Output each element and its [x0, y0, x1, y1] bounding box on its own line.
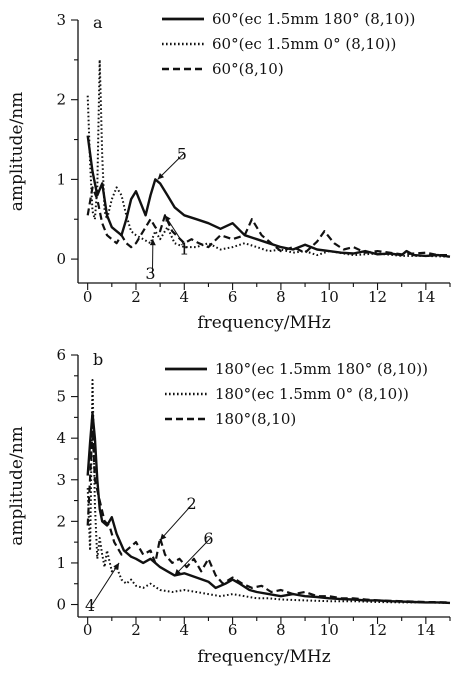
x-tick-label: 4 — [180, 288, 190, 306]
y-tick-label: 0 — [56, 250, 66, 268]
x-tick-label: 2 — [131, 288, 141, 306]
panel-label: b — [93, 350, 103, 369]
x-tick-label: 6 — [228, 288, 238, 306]
annotation-label: 2 — [186, 494, 196, 513]
x-tick-label: 8 — [276, 288, 286, 306]
x-tick-label: 10 — [320, 288, 339, 306]
annotation-label: 4 — [85, 596, 95, 615]
series-line-2 — [88, 60, 450, 257]
y-tick-label: 1 — [56, 554, 66, 572]
legend-label-3: 60°(8,10) — [212, 60, 284, 78]
y-tick-label: 1 — [56, 170, 66, 188]
annotation-label: 5 — [177, 144, 187, 163]
legend-label-1: 60°(ec 1.5mm 180° (8,10)) — [212, 10, 415, 28]
x-tick-label: 10 — [320, 621, 339, 639]
y-axis-label: amplitude/nm — [7, 92, 27, 212]
y-tick-label: 5 — [56, 388, 66, 406]
annotation-label: 6 — [203, 529, 213, 548]
series-line-3 — [88, 187, 450, 255]
y-tick-label: 3 — [56, 471, 66, 489]
legend-label-3: 180°(8,10) — [215, 410, 296, 428]
annotation-label: 3 — [145, 264, 155, 283]
x-tick-label: 4 — [180, 621, 190, 639]
y-tick-label: 2 — [56, 91, 66, 109]
x-tick-label: 12 — [368, 288, 387, 306]
series-line-1 — [88, 413, 450, 603]
x-tick-label: 0 — [83, 621, 93, 639]
legend-label-2: 180°(ec 1.5mm 0° (8,10)) — [215, 385, 409, 403]
legend-label-1: 180°(ec 1.5mm 180° (8,10)) — [215, 360, 428, 378]
x-tick-label: 14 — [416, 288, 435, 306]
x-tick-label: 2 — [131, 621, 141, 639]
y-tick-label: 4 — [56, 429, 66, 447]
panel-label: a — [93, 13, 103, 32]
y-tick-label: 2 — [56, 512, 66, 530]
annotation-label: 1 — [179, 239, 189, 258]
y-tick-label: 6 — [56, 346, 66, 364]
x-tick-label: 8 — [276, 621, 286, 639]
series-line-3 — [88, 430, 450, 603]
legend-label-2: 60°(ec 1.5mm 0° (8,10)) — [212, 35, 396, 53]
x-axis-label: frequency/MHz — [197, 313, 330, 333]
x-tick-label: 12 — [368, 621, 387, 639]
x-axis-label: frequency/MHz — [197, 647, 330, 667]
x-tick-label: 0 — [83, 288, 93, 306]
y-tick-label: 0 — [56, 596, 66, 614]
y-axis-label: amplitude/nm — [7, 426, 27, 546]
annotation-leader — [92, 563, 119, 605]
x-tick-label: 6 — [228, 621, 238, 639]
x-tick-label: 14 — [416, 621, 435, 639]
y-tick-label: 3 — [56, 11, 66, 29]
